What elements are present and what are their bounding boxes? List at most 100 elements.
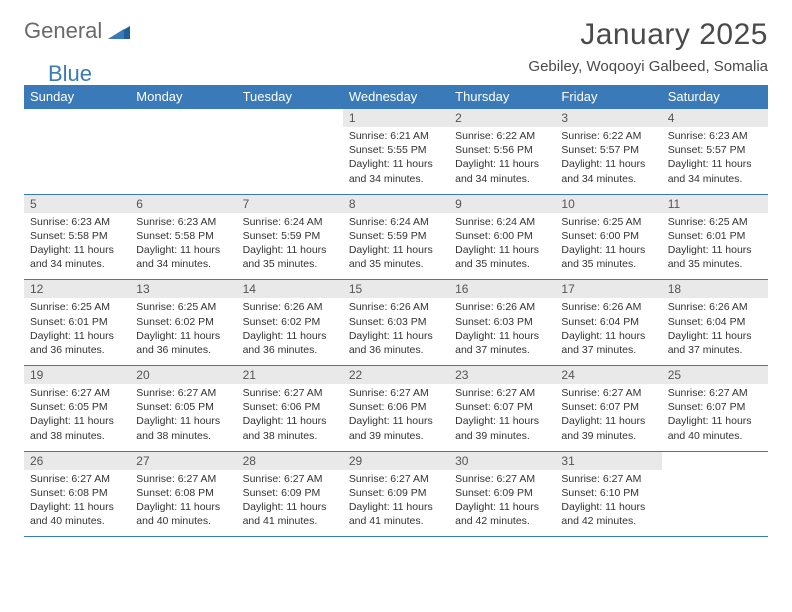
sunrise-line: Sunrise: 6:27 AM <box>349 472 443 486</box>
sunset-line: Sunset: 5:59 PM <box>243 229 337 243</box>
sunrise-line: Sunrise: 6:23 AM <box>668 129 762 143</box>
day-details: Sunrise: 6:25 AMSunset: 6:01 PMDaylight:… <box>662 213 768 280</box>
day-details: Sunrise: 6:27 AMSunset: 6:05 PMDaylight:… <box>130 384 236 451</box>
sunset-line: Sunset: 6:00 PM <box>561 229 655 243</box>
sunrise-line: Sunrise: 6:23 AM <box>136 215 230 229</box>
logo-triangle-icon <box>108 22 130 40</box>
day-details: Sunrise: 6:23 AMSunset: 5:58 PMDaylight:… <box>130 213 236 280</box>
sunset-line: Sunset: 6:00 PM <box>455 229 549 243</box>
weekday-header: Friday <box>555 85 661 109</box>
sunset-line: Sunset: 6:01 PM <box>30 315 124 329</box>
location-subtitle: Gebiley, Woqooyi Galbeed, Somalia <box>528 58 768 75</box>
daylight-line: Daylight: 11 hours and 40 minutes. <box>136 500 230 528</box>
sunrise-line: Sunrise: 6:24 AM <box>455 215 549 229</box>
daylight-line: Daylight: 11 hours and 36 minutes. <box>243 329 337 357</box>
sunrise-line: Sunrise: 6:25 AM <box>561 215 655 229</box>
weekday-header: Wednesday <box>343 85 449 109</box>
sunset-line: Sunset: 5:58 PM <box>136 229 230 243</box>
day-number: 31 <box>555 452 661 470</box>
sunset-line: Sunset: 5:57 PM <box>668 143 762 157</box>
sunset-line: Sunset: 6:06 PM <box>349 400 443 414</box>
sunrise-line: Sunrise: 6:27 AM <box>349 386 443 400</box>
calendar-day-cell: 13Sunrise: 6:25 AMSunset: 6:02 PMDayligh… <box>130 280 236 366</box>
sunset-line: Sunset: 6:05 PM <box>136 400 230 414</box>
title-block: January 2025 Gebiley, Woqooyi Galbeed, S… <box>528 18 768 75</box>
daylight-line: Daylight: 11 hours and 37 minutes. <box>668 329 762 357</box>
day-details: Sunrise: 6:27 AMSunset: 6:07 PMDaylight:… <box>449 384 555 451</box>
day-number: 12 <box>24 280 130 298</box>
day-details: Sunrise: 6:21 AMSunset: 5:55 PMDaylight:… <box>343 127 449 194</box>
sunset-line: Sunset: 6:04 PM <box>561 315 655 329</box>
sunset-line: Sunset: 6:02 PM <box>136 315 230 329</box>
day-details: Sunrise: 6:27 AMSunset: 6:06 PMDaylight:… <box>343 384 449 451</box>
weekday-header: Tuesday <box>237 85 343 109</box>
calendar-day-cell: 31Sunrise: 6:27 AMSunset: 6:10 PMDayligh… <box>555 451 661 537</box>
day-number: 1 <box>343 109 449 127</box>
day-number: 27 <box>130 452 236 470</box>
month-title: January 2025 <box>528 18 768 52</box>
calendar-day-cell: 9Sunrise: 6:24 AMSunset: 6:00 PMDaylight… <box>449 194 555 280</box>
sunrise-line: Sunrise: 6:22 AM <box>561 129 655 143</box>
sunset-line: Sunset: 6:01 PM <box>668 229 762 243</box>
day-details <box>237 127 343 185</box>
sunset-line: Sunset: 6:08 PM <box>136 486 230 500</box>
weekday-header: Sunday <box>24 85 130 109</box>
sunrise-line: Sunrise: 6:21 AM <box>349 129 443 143</box>
calendar-day-cell: 17Sunrise: 6:26 AMSunset: 6:04 PMDayligh… <box>555 280 661 366</box>
daylight-line: Daylight: 11 hours and 36 minutes. <box>30 329 124 357</box>
sunrise-line: Sunrise: 6:27 AM <box>668 386 762 400</box>
sunrise-line: Sunrise: 6:26 AM <box>455 300 549 314</box>
sunset-line: Sunset: 6:08 PM <box>30 486 124 500</box>
calendar-week-row: 12Sunrise: 6:25 AMSunset: 6:01 PMDayligh… <box>24 280 768 366</box>
day-details: Sunrise: 6:24 AMSunset: 6:00 PMDaylight:… <box>449 213 555 280</box>
sunrise-line: Sunrise: 6:27 AM <box>561 472 655 486</box>
day-details: Sunrise: 6:27 AMSunset: 6:07 PMDaylight:… <box>555 384 661 451</box>
sunrise-line: Sunrise: 6:26 AM <box>349 300 443 314</box>
sunrise-line: Sunrise: 6:27 AM <box>30 472 124 486</box>
sunrise-line: Sunrise: 6:27 AM <box>455 386 549 400</box>
sunrise-line: Sunrise: 6:27 AM <box>136 472 230 486</box>
day-details: Sunrise: 6:27 AMSunset: 6:07 PMDaylight:… <box>662 384 768 451</box>
day-number: 10 <box>555 195 661 213</box>
daylight-line: Daylight: 11 hours and 37 minutes. <box>561 329 655 357</box>
day-details: Sunrise: 6:25 AMSunset: 6:01 PMDaylight:… <box>24 298 130 365</box>
day-number <box>662 452 768 470</box>
day-details: Sunrise: 6:27 AMSunset: 6:09 PMDaylight:… <box>237 470 343 537</box>
daylight-line: Daylight: 11 hours and 38 minutes. <box>136 414 230 442</box>
day-number: 9 <box>449 195 555 213</box>
sunset-line: Sunset: 6:05 PM <box>30 400 124 414</box>
calendar-day-cell: 2Sunrise: 6:22 AMSunset: 5:56 PMDaylight… <box>449 109 555 195</box>
day-details: Sunrise: 6:26 AMSunset: 6:03 PMDaylight:… <box>449 298 555 365</box>
sunrise-line: Sunrise: 6:25 AM <box>136 300 230 314</box>
calendar-table: Sunday Monday Tuesday Wednesday Thursday… <box>24 85 768 537</box>
daylight-line: Daylight: 11 hours and 34 minutes. <box>668 157 762 185</box>
day-number: 20 <box>130 366 236 384</box>
weekday-header: Thursday <box>449 85 555 109</box>
day-number: 13 <box>130 280 236 298</box>
sunset-line: Sunset: 6:04 PM <box>668 315 762 329</box>
day-number: 11 <box>662 195 768 213</box>
sunset-line: Sunset: 6:03 PM <box>455 315 549 329</box>
day-number: 24 <box>555 366 661 384</box>
day-number: 2 <box>449 109 555 127</box>
daylight-line: Daylight: 11 hours and 39 minutes. <box>349 414 443 442</box>
calendar-day-cell <box>24 109 130 195</box>
day-details: Sunrise: 6:26 AMSunset: 6:04 PMDaylight:… <box>555 298 661 365</box>
day-number: 16 <box>449 280 555 298</box>
day-number: 23 <box>449 366 555 384</box>
calendar-day-cell: 30Sunrise: 6:27 AMSunset: 6:09 PMDayligh… <box>449 451 555 537</box>
calendar-day-cell: 18Sunrise: 6:26 AMSunset: 6:04 PMDayligh… <box>662 280 768 366</box>
calendar-day-cell: 11Sunrise: 6:25 AMSunset: 6:01 PMDayligh… <box>662 194 768 280</box>
daylight-line: Daylight: 11 hours and 34 minutes. <box>349 157 443 185</box>
day-number: 19 <box>24 366 130 384</box>
daylight-line: Daylight: 11 hours and 35 minutes. <box>349 243 443 271</box>
day-details: Sunrise: 6:25 AMSunset: 6:02 PMDaylight:… <box>130 298 236 365</box>
day-details: Sunrise: 6:27 AMSunset: 6:08 PMDaylight:… <box>130 470 236 537</box>
sunrise-line: Sunrise: 6:27 AM <box>243 386 337 400</box>
day-details: Sunrise: 6:27 AMSunset: 6:09 PMDaylight:… <box>343 470 449 537</box>
day-details: Sunrise: 6:27 AMSunset: 6:10 PMDaylight:… <box>555 470 661 537</box>
sunrise-line: Sunrise: 6:27 AM <box>30 386 124 400</box>
sunset-line: Sunset: 5:56 PM <box>455 143 549 157</box>
logo-text-general: General <box>24 18 102 44</box>
daylight-line: Daylight: 11 hours and 34 minutes. <box>136 243 230 271</box>
